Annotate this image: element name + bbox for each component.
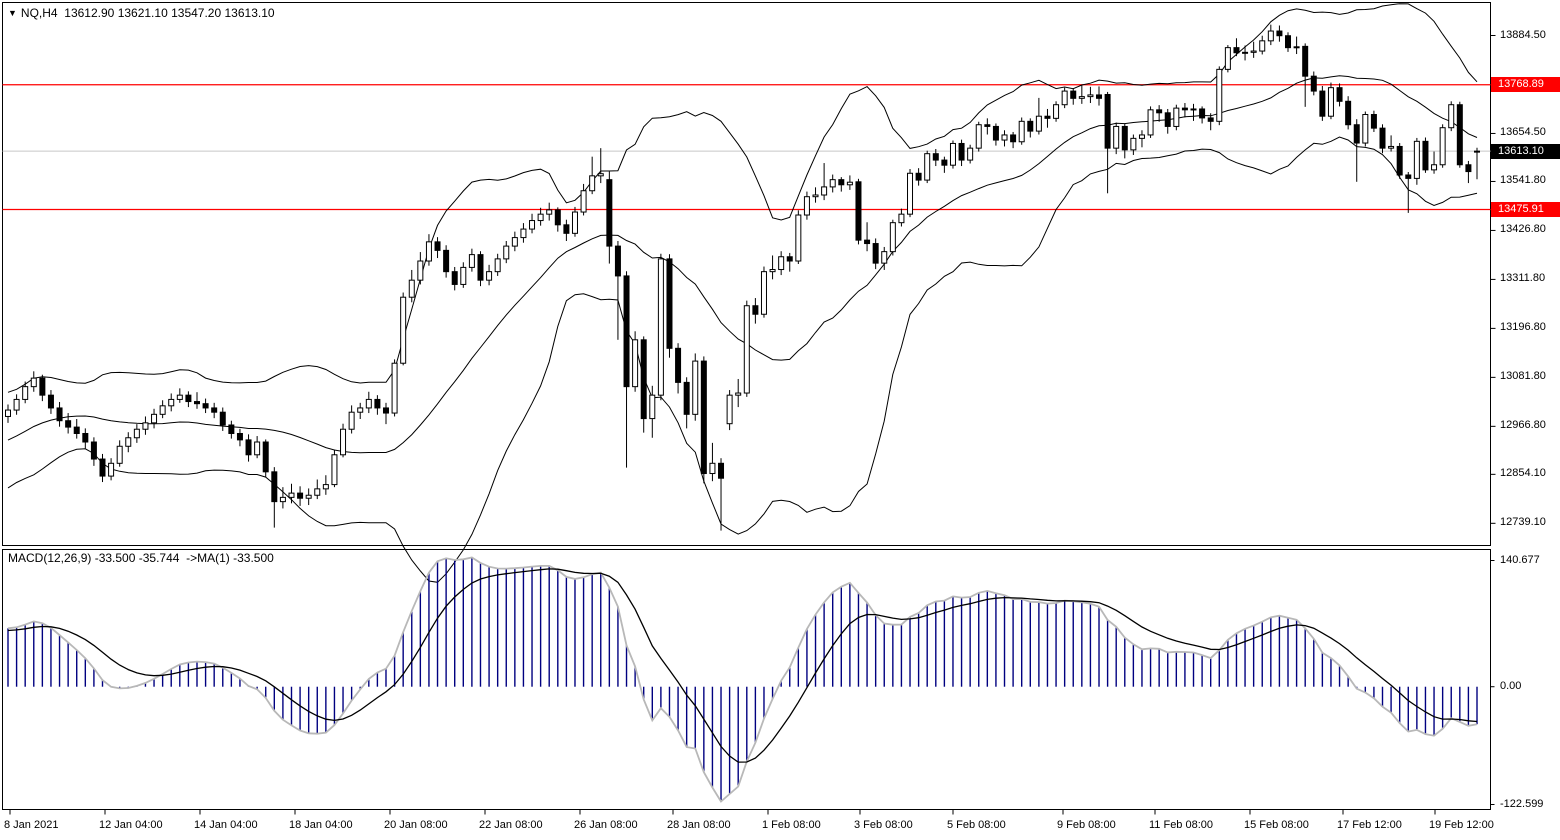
- time-tick-label: 17 Feb 12:00: [1337, 819, 1402, 831]
- price-tick-label: 13311.80: [1500, 272, 1546, 285]
- price-tick-label: 13654.50: [1500, 126, 1546, 139]
- chart-header: ▼ NQ,H4 13612.90 13621.10 13547.20 13613.…: [8, 6, 275, 20]
- time-tick-label: 5 Feb 08:00: [947, 819, 1006, 831]
- time-tick-label: 15 Feb 08:00: [1244, 819, 1309, 831]
- ohlc-open: 13612.90: [64, 6, 115, 20]
- time-tick-label: 26 Jan 08:00: [574, 819, 638, 831]
- price-tick-label: 12739.10: [1500, 516, 1546, 529]
- time-tick-label: 22 Jan 08:00: [479, 819, 543, 831]
- time-tick-label: 3 Feb 08:00: [854, 819, 913, 831]
- symbol-timeframe: NQ,H4: [20, 6, 58, 20]
- time-tick-label: 1 Feb 08:00: [762, 819, 821, 831]
- time-tick-label: 18 Jan 04:00: [289, 819, 353, 831]
- time-tick-label: 9 Feb 08:00: [1057, 819, 1116, 831]
- macd-axis-zero-label: 0.00: [1500, 679, 1522, 692]
- macd-axis-max-label: 140.677: [1500, 553, 1540, 566]
- macd-indicator-label: MACD(12,26,9) -33.500 -35.744 ->MA(1) -3…: [8, 551, 274, 565]
- price-tick-label: 13196.80: [1500, 321, 1546, 334]
- time-tick-label: 8 Jan 2021: [4, 819, 59, 831]
- price-tick-label: 13884.50: [1500, 28, 1546, 41]
- ohlc-high: 13621.10: [117, 6, 168, 20]
- ohlc-close: 13613.10: [224, 6, 275, 20]
- price-tick-label: 13426.80: [1500, 223, 1546, 236]
- price-tick-label: 12854.10: [1500, 467, 1546, 480]
- current-price-tag: 13613.10: [1491, 143, 1560, 159]
- price-tick-label: 13541.80: [1500, 174, 1546, 187]
- time-tick-label: 11 Feb 08:00: [1149, 819, 1214, 831]
- price-tick-label: 13081.80: [1500, 370, 1546, 383]
- collapse-triangle-icon[interactable]: ▼: [8, 8, 17, 18]
- time-tick-label: 14 Jan 04:00: [194, 819, 258, 831]
- macd-axis-min-label: -122.599: [1500, 797, 1544, 810]
- time-tick-label: 19 Feb 12:00: [1429, 819, 1494, 831]
- time-tick-label: 28 Jan 08:00: [667, 819, 731, 831]
- resistance-price-tag[interactable]: 13768.89: [1491, 77, 1560, 93]
- time-tick-label: 20 Jan 08:00: [384, 819, 448, 831]
- ohlc-low: 13547.20: [171, 6, 222, 20]
- price-tick-label: 12966.80: [1500, 419, 1546, 432]
- support-price-tag[interactable]: 13475.91: [1491, 202, 1560, 218]
- time-tick-label: 12 Jan 04:00: [99, 819, 163, 831]
